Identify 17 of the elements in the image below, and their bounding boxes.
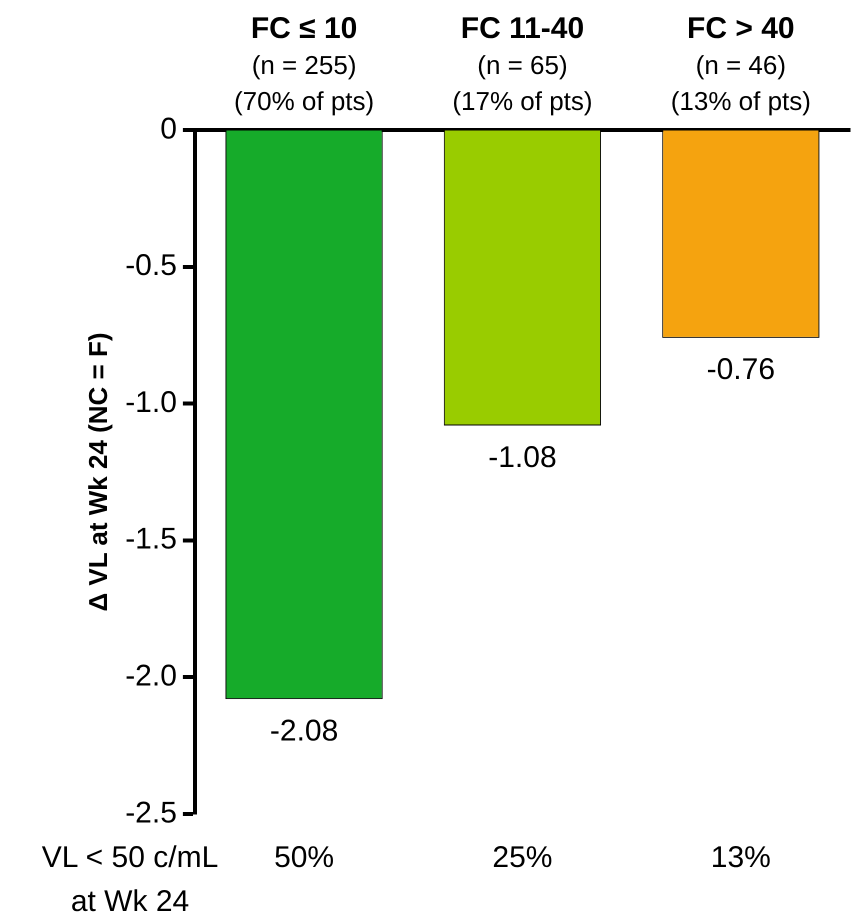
y-tick-label: -2.0 xyxy=(125,659,177,692)
y-axis-title: Δ VL at Wk 24 (NC = F) xyxy=(82,332,113,612)
y-tick-label: -1.5 xyxy=(125,522,177,556)
y-tick-label: -0.5 xyxy=(125,249,177,282)
x-tick-label: FC 11-40 (n = 65) (17% of pts) xyxy=(452,12,593,116)
y-tick-label: 0 xyxy=(160,112,177,146)
text: 25% xyxy=(492,841,552,874)
y-tick-label: -2.5 xyxy=(125,796,177,830)
y-tick-label: -1.0 xyxy=(125,386,177,419)
x-tick-label: FC ≤ 10 (n = 255) (70% of pts) xyxy=(234,12,374,116)
text: 13% xyxy=(710,841,771,874)
text: 50% xyxy=(274,841,334,874)
text: VL < 50 c/mL at Wk 24 xyxy=(42,841,218,918)
data-label: -0.76 xyxy=(706,353,776,386)
data-label: -1.08 xyxy=(488,440,557,474)
data-label: -2.08 xyxy=(270,714,338,748)
x-tick-label: FC > 40 (n = 46) (13% of pts) xyxy=(670,12,811,116)
